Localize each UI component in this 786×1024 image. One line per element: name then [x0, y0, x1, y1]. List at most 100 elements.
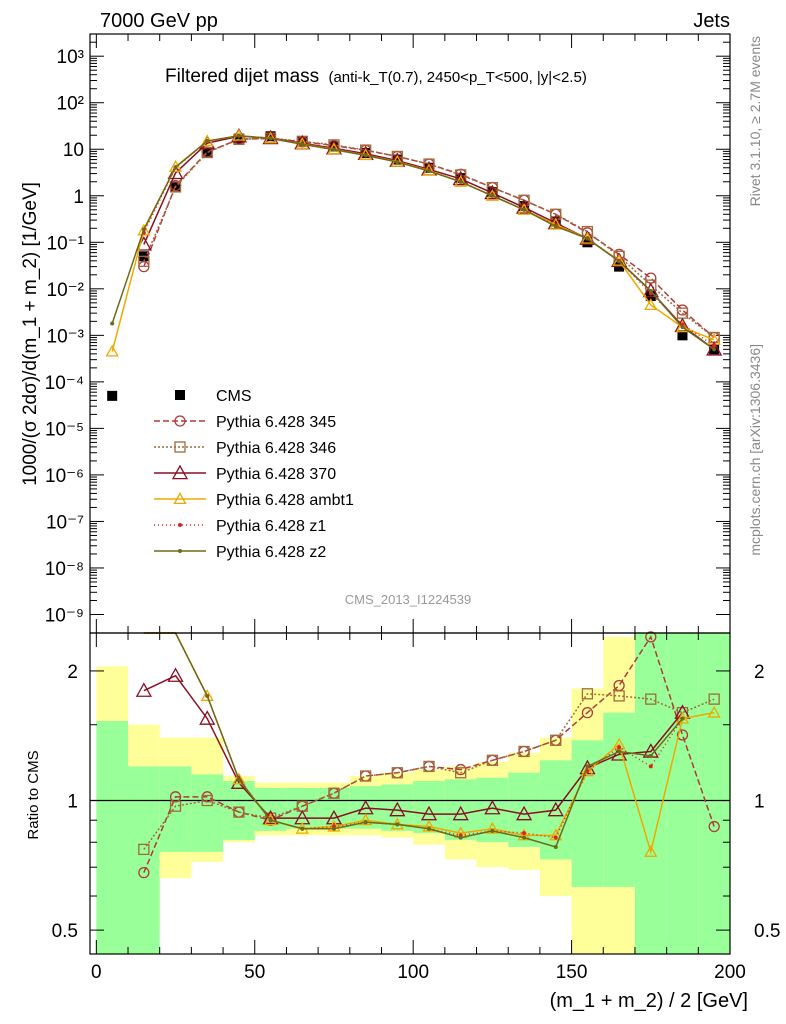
ratio-panel-ticks: 0.5 0.5 1 1 2 2 0 50 100 150 200: [52, 633, 780, 983]
ratio-point: [135, 682, 152, 697]
ratio-y-tick-label: 1: [67, 792, 78, 813]
data-point: [519, 201, 530, 212]
ratio-band-inner-bin: [96, 721, 129, 954]
ratio-point: [423, 760, 435, 773]
data-point: [205, 139, 210, 144]
data-point: [585, 236, 590, 241]
x-tick-label: 200: [714, 962, 746, 983]
main-y-tick-label: 10³: [57, 47, 84, 68]
ratio-point: [331, 826, 336, 831]
ratio-point: [648, 753, 653, 758]
data-point: [265, 131, 276, 142]
legend: CMS Pythia 6.428 345 Pythia 6.428 346 Pythi…: [154, 388, 354, 561]
ratio-point: [547, 801, 564, 817]
ratio-point: [675, 711, 690, 724]
series-line: [111, 134, 715, 352]
data-point: [680, 325, 685, 330]
ratio-point: [138, 843, 150, 856]
ratio-point: [484, 799, 501, 815]
ratio-point: [232, 772, 246, 785]
legend-marker: [173, 492, 187, 505]
data-point: [582, 237, 593, 248]
data-point: [138, 255, 150, 267]
ratio-point: [517, 828, 531, 841]
legend-entry: Pythia 6.428 z1: [154, 518, 326, 535]
data-point: [173, 165, 178, 170]
ratio-line: [143, 674, 684, 819]
ratio-point: [138, 866, 150, 879]
data-point: [455, 173, 466, 184]
main-panel-series: [105, 127, 723, 401]
header-left: 7000 GeV pp: [100, 10, 218, 32]
ratio-y-tick-label-right: 2: [754, 662, 765, 683]
legend-entry: Pythia 6.428 346: [154, 440, 336, 457]
ratio-point: [452, 805, 469, 821]
data-point: [141, 227, 146, 232]
ratio-point: [617, 745, 622, 750]
ratio-band-inner-bin: [444, 779, 477, 840]
ratio-point: [458, 835, 463, 840]
ratio-plot-frame: [89, 632, 731, 955]
ratio-point: [422, 819, 436, 832]
ratio-band-inner-bin: [666, 633, 699, 954]
legend-label: Pythia 6.428 346: [216, 440, 336, 457]
ratio-point: [549, 828, 563, 841]
legend-entry: Pythia 6.428 345: [154, 414, 336, 431]
ratio-point: [648, 764, 653, 769]
ratio-y-tick-label: 0.5: [52, 921, 78, 942]
ratio-point: [676, 729, 689, 741]
series-main-cms: [107, 131, 720, 401]
main-y-tick-label: 10²: [57, 94, 84, 115]
mcplots-label: mcplots.cern.ch [arXiv:1306.3436]: [747, 344, 763, 556]
header-right: Jets: [693, 10, 730, 32]
data-point: [553, 224, 558, 229]
ratio-point: [420, 805, 438, 821]
legend-label: Pythia 6.428 z1: [216, 518, 326, 535]
ratio-point: [645, 693, 657, 705]
ratio-point: [707, 705, 721, 718]
data-point: [522, 207, 527, 212]
ratio-point: [613, 690, 625, 702]
data-point: [549, 217, 563, 230]
ratio-point: [518, 745, 530, 758]
data-point: [107, 390, 118, 401]
ratio-point: [427, 826, 432, 831]
ratio-point: [263, 813, 278, 826]
data-point: [458, 179, 463, 184]
ratio-point: [205, 693, 210, 698]
main-y-tick-label: 10⁻¹: [47, 233, 85, 254]
data-point: [110, 321, 115, 326]
ratio-point: [581, 688, 594, 700]
legend-marker: [175, 390, 185, 400]
data-point: [515, 199, 533, 214]
ratio-y-tick-label-right: 1: [754, 792, 765, 813]
ratio-band-inner-bin: [128, 766, 160, 954]
data-point: [712, 347, 717, 352]
ratio-point: [553, 844, 558, 849]
x-tick-label: 0: [91, 962, 102, 983]
series-line: [111, 134, 715, 350]
legend-entry: Pythia 6.428 370: [154, 464, 336, 483]
ratio-point: [262, 809, 279, 825]
main-y-tick-label: 10⁻⁷: [46, 512, 84, 533]
main-panel-ticks: 10³ 10² 10 1 10⁻¹ 10⁻² 10⁻³ 10⁻⁴ 10⁻⁵ 10⁻⁶ 10⁻⁷ 10⁻…: [45, 33, 731, 633]
data-point: [712, 343, 717, 348]
legend-label: Pythia 6.428 345: [216, 414, 336, 431]
ratio-point: [522, 835, 527, 840]
ratio-point: [485, 821, 499, 834]
data-point: [490, 193, 495, 198]
ratio-point: [268, 818, 273, 823]
x-tick-label: 150: [556, 962, 588, 983]
ratio-band-inner-bin: [191, 774, 224, 852]
data-point: [392, 154, 403, 165]
legend-label: Pythia 6.428 ambt1: [216, 492, 354, 509]
ratio-point: [680, 716, 685, 721]
data-point: [268, 136, 273, 141]
legend-label: Pythia 6.428 370: [216, 466, 336, 483]
analysis-tag: CMS_2013_I1224539: [345, 592, 472, 607]
ratio-point: [359, 813, 373, 826]
data-point: [427, 169, 432, 174]
legend-entry: Pythia 6.428 z2: [154, 544, 326, 561]
data-point: [648, 288, 653, 293]
